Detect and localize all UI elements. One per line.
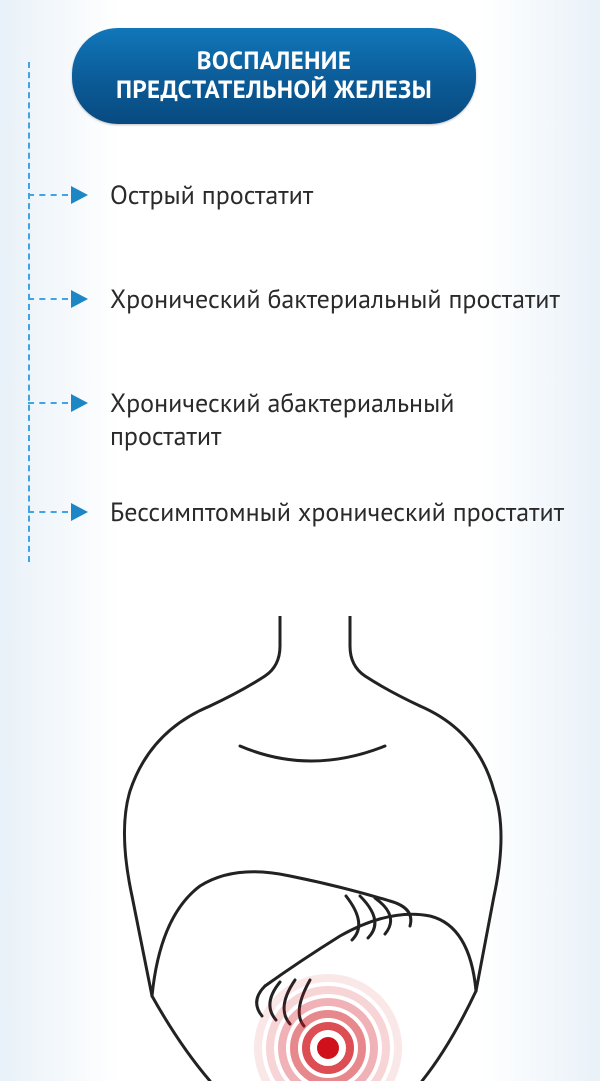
- pain-target-icon: [258, 978, 398, 1081]
- list-item-label: Хронический абактериальный простатит: [110, 388, 568, 453]
- arrow-right-icon: [68, 184, 90, 206]
- list-item: Острый простатит: [28, 180, 568, 240]
- list-item: Хронический абактериальный простатит: [28, 388, 568, 453]
- list-item-label: Острый простатит: [110, 180, 568, 213]
- torso-illustration: [90, 616, 530, 1081]
- connector-branch: [28, 298, 68, 300]
- arrow-right-icon: [68, 501, 90, 523]
- connector-branch: [28, 402, 68, 404]
- list-item-label: Хронический бактериальный простатит: [110, 284, 568, 317]
- infographic-root: ВОСПАЛЕНИЕ ПРЕДСТАТЕЛЬНОЙ ЖЕЛЕЗЫ Острый …: [0, 0, 600, 1081]
- torso-outline: [124, 616, 501, 1081]
- list-item-label: Бессимптомный хронический простатит: [110, 497, 568, 530]
- connector-branch: [28, 194, 68, 196]
- connector-branch: [28, 511, 68, 513]
- type-list: Острый простатит Хронический бактериальн…: [28, 180, 568, 557]
- list-item: Бессимптомный хронический простатит: [28, 497, 568, 557]
- header-title-line1: ВОСПАЛЕНИЕ: [197, 44, 352, 76]
- header-title-line2: ПРЕДСТАТЕЛЬНОЙ ЖЕЛЕЗЫ: [116, 73, 432, 105]
- arrow-right-icon: [68, 392, 90, 414]
- header-pill: ВОСПАЛЕНИЕ ПРЕДСТАТЕЛЬНОЙ ЖЕЛЕЗЫ: [72, 28, 476, 124]
- list-item: Хронический бактериальный простатит: [28, 284, 568, 344]
- arrow-right-icon: [68, 288, 90, 310]
